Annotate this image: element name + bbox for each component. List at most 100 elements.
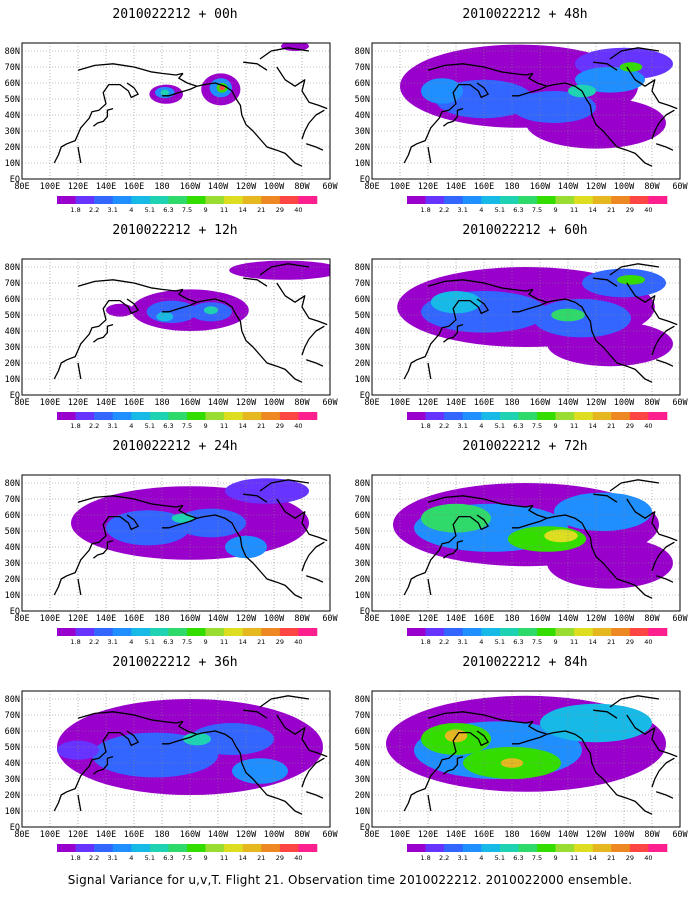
latitude-label: 50N bbox=[355, 527, 370, 537]
colorbar-swatch bbox=[574, 844, 594, 852]
colorbar-label: 29 bbox=[626, 206, 634, 214]
colorbar-label: 14 bbox=[239, 638, 247, 646]
longitude-label: 140W bbox=[558, 398, 579, 408]
colorbar-label: 40 bbox=[644, 854, 652, 862]
coastline bbox=[403, 514, 489, 596]
coastline bbox=[655, 791, 674, 799]
latitude-label: 40N bbox=[5, 327, 20, 337]
colorbar-swatch bbox=[131, 196, 151, 204]
coastline bbox=[259, 47, 310, 60]
map-frame bbox=[21, 474, 331, 612]
colorbar-swatch bbox=[611, 628, 631, 636]
variance-contours bbox=[393, 483, 673, 589]
colorbar-swatch bbox=[168, 628, 188, 636]
coastline bbox=[626, 282, 678, 326]
longitude-label: 180 bbox=[504, 182, 519, 192]
colorbar-label: 1.8 bbox=[420, 206, 430, 214]
colorbar-label: 21 bbox=[607, 854, 615, 862]
panel-title: 2010022212 + 48h bbox=[462, 7, 588, 22]
longitude-label: 140E bbox=[96, 830, 116, 840]
colorbar-swatch bbox=[407, 628, 426, 636]
map-frame bbox=[371, 474, 681, 612]
colorbar-swatch bbox=[518, 412, 538, 420]
longitude-label: 160E bbox=[124, 398, 144, 408]
colorbar-label: 14 bbox=[239, 206, 247, 214]
longitude-label: 120E bbox=[418, 398, 438, 408]
colorbar-label: 11 bbox=[570, 638, 578, 646]
coastline bbox=[77, 279, 184, 292]
colorbar-label: 21 bbox=[607, 422, 615, 430]
colorbar-swatch bbox=[149, 412, 169, 420]
colorbar-swatch bbox=[242, 412, 262, 420]
colorbar-swatch bbox=[279, 844, 299, 852]
longitude-label: 160E bbox=[474, 182, 494, 192]
coastline bbox=[609, 695, 660, 708]
longitude-label: 60W bbox=[322, 830, 338, 840]
longitude-label: 140E bbox=[446, 398, 466, 408]
coastline bbox=[651, 541, 675, 572]
colorbar-swatch bbox=[537, 196, 556, 204]
coastline bbox=[427, 63, 534, 76]
longitude-label: 80E bbox=[14, 182, 29, 192]
latitude-label: EQ bbox=[360, 175, 370, 185]
longitude-label: 140W bbox=[558, 830, 579, 840]
latitude-label: 80N bbox=[5, 47, 20, 57]
coastline bbox=[93, 539, 114, 559]
colorbar-label: 14 bbox=[589, 206, 597, 214]
latitude-label: 10N bbox=[355, 375, 370, 385]
longitude-label: 160E bbox=[474, 614, 494, 624]
colorbar-label: 5.1 bbox=[145, 638, 155, 646]
latitude-label: EQ bbox=[10, 391, 20, 401]
coastline bbox=[77, 63, 184, 76]
colorbar-label: 5.1 bbox=[145, 854, 155, 862]
coastlines bbox=[53, 695, 328, 815]
colorbar-swatch bbox=[75, 412, 95, 420]
colorbar-swatch bbox=[261, 196, 281, 204]
colorbar-swatch bbox=[242, 628, 262, 636]
variance-contour bbox=[225, 478, 309, 504]
colorbar-swatch bbox=[112, 628, 132, 636]
colorbar-swatch bbox=[462, 844, 482, 852]
latitude-label: 50N bbox=[5, 95, 20, 105]
coastline bbox=[53, 82, 139, 164]
colorbar-label: 29 bbox=[276, 638, 284, 646]
colorbar-label: 21 bbox=[257, 854, 265, 862]
longitude-label: 140W bbox=[208, 830, 229, 840]
latitude-label: 20N bbox=[5, 791, 20, 801]
colorbar-label: 2.2 bbox=[89, 854, 99, 862]
longitude-label: 100W bbox=[614, 398, 635, 408]
colorbar-swatch bbox=[94, 628, 114, 636]
colorbar-label: 1.8 bbox=[70, 422, 80, 430]
longitude-label: 140E bbox=[446, 182, 466, 192]
longitude-label: 140E bbox=[446, 830, 466, 840]
map-gridlines bbox=[22, 43, 330, 179]
longitude-label: 120E bbox=[68, 182, 88, 192]
colorbar-label: 2.2 bbox=[439, 422, 449, 430]
variance-contour bbox=[156, 311, 174, 322]
longitude-label: 180 bbox=[504, 830, 519, 840]
longitude-label: 160E bbox=[124, 830, 144, 840]
coastlines bbox=[53, 263, 328, 383]
map-panel: 2010022212 + 36h 80N 70N 60N 50N 40N 30N 20N 10N… bbox=[0, 648, 350, 862]
colorbar-label: 5.1 bbox=[495, 422, 505, 430]
latitude-label: 80N bbox=[5, 479, 20, 489]
longitude-label: 80W bbox=[294, 830, 310, 840]
colorbar-swatch bbox=[205, 628, 225, 636]
latitude-label: 70N bbox=[355, 279, 370, 289]
longitude-label: 120W bbox=[586, 614, 607, 624]
colorbar-label: 14 bbox=[589, 854, 597, 862]
map-gridlines bbox=[22, 259, 330, 395]
longitude-label: 140E bbox=[96, 398, 116, 408]
colorbar-swatch bbox=[629, 844, 649, 852]
latitude-label: EQ bbox=[10, 175, 20, 185]
map-gridlines bbox=[22, 691, 330, 827]
colorbar-swatch bbox=[224, 844, 244, 852]
latitude-label: EQ bbox=[360, 607, 370, 617]
colorbar-swatch bbox=[168, 196, 188, 204]
colorbar-swatch bbox=[112, 412, 132, 420]
colorbar-swatch bbox=[499, 628, 519, 636]
latitude-label: 60N bbox=[355, 511, 370, 521]
